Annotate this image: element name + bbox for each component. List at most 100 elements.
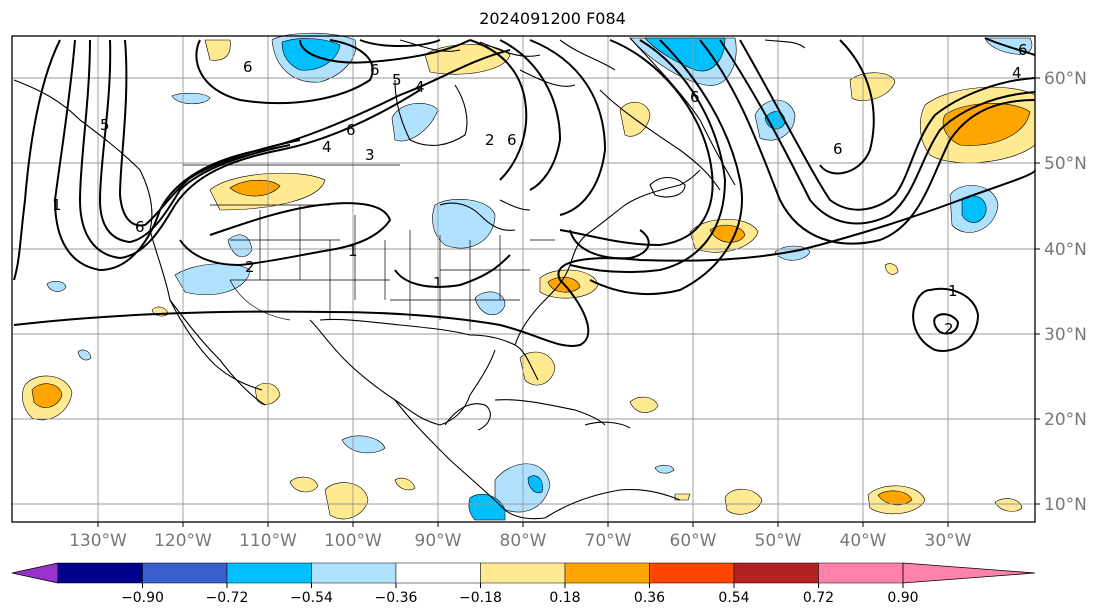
contour-atlantic-far (819, 39, 875, 175)
lon-label: 40°W (840, 531, 887, 551)
orange-blob-north-atlantic (942, 103, 1031, 146)
colorbar-extend-low (11, 562, 59, 584)
colorbar-segment (733, 562, 819, 584)
map-frame (11, 35, 1036, 523)
shaded-fields (22, 32, 1036, 521)
hispaniola (584, 421, 631, 429)
contour-label: 4 (1012, 64, 1022, 82)
colorbar-tick-label: −0.54 (290, 590, 333, 606)
lat-label: 20°N (1044, 410, 1087, 430)
contour-atlantic-1 (589, 39, 743, 296)
yellow-blob-tropical-atlantic (724, 488, 763, 515)
yellow-blob-mexico-pacific-3 (394, 477, 416, 491)
colorbar-tick-label: 0.54 (718, 590, 749, 606)
contour-label: 4 (415, 78, 425, 96)
lon-label: 90°W (415, 531, 462, 551)
lon-label: 120°W (154, 531, 212, 551)
blue-blob-mid-atlantic-ocean-core (961, 195, 987, 223)
orange-blob-plains (229, 179, 281, 197)
contour-label: 2 (485, 131, 495, 149)
central-america (394, 399, 546, 520)
south-america-north (544, 488, 681, 519)
colorbar-segment (226, 562, 312, 584)
lon-label: 50°W (755, 531, 802, 551)
colorbar-tick-label: 0.90 (887, 590, 918, 606)
lon-label: 110°W (239, 531, 297, 551)
yucatan (444, 403, 491, 431)
iceland (764, 39, 806, 49)
blue-blob-small-4 (77, 349, 92, 361)
lon-label: 130°W (69, 531, 127, 551)
contour-label: 6 (1018, 41, 1028, 59)
blue-blob-small-5 (654, 464, 675, 474)
yellow-blob-labrador-sea (849, 72, 896, 101)
contour-label: 1 (433, 274, 443, 292)
contour-label: 6 (243, 58, 253, 76)
contour-west-trough-4 (98, 39, 291, 244)
contour-ridge-2 (569, 39, 727, 274)
blue-blob-small-3 (46, 281, 67, 292)
colorbar-segment (649, 562, 735, 584)
colorbar-segment (57, 562, 143, 584)
hudson-bay (394, 79, 468, 146)
yellow-blob-baja (254, 382, 281, 405)
tick-marks (97, 77, 1040, 527)
blue-blob-great-lakes (432, 199, 496, 249)
labrador-coast (599, 89, 721, 191)
contour-label: 1 (348, 242, 358, 260)
contour-atlantic-trough-2 (719, 39, 1036, 225)
contour-west-trough-5 (118, 39, 301, 227)
contour-ridge-1 (559, 39, 714, 247)
lon-label: 100°W (324, 531, 382, 551)
orange-blob-east-atlantic (877, 490, 913, 506)
lat-label: 10°N (1044, 495, 1087, 515)
blue-blob-rockies (227, 234, 253, 258)
contour-label: 6 (346, 121, 356, 139)
map-title: 2024091200 F084 (479, 9, 626, 28)
contour-labels: 1 1 1 1 2 2 2 3 4 4 4 5 6 6 6 6 6 6 6 5 … (52, 41, 1028, 338)
contour-ridge-loop (569, 229, 650, 260)
orange-blob-pacific-west (31, 383, 63, 408)
contour-east-1 (469, 39, 528, 181)
newfoundland (649, 176, 686, 198)
colorbar-tick-label: −0.36 (375, 590, 418, 606)
state-borders (183, 164, 555, 330)
colorbar-ticks (142, 583, 904, 588)
contour-label: 6 (507, 131, 517, 149)
east-coast (514, 169, 701, 346)
contour-low-center (195, 39, 374, 105)
lon-label: 70°W (585, 531, 632, 551)
lat-label: 60°N (1044, 69, 1087, 89)
contour-northeast-loop (984, 37, 1036, 56)
lon-label: 60°W (670, 531, 717, 551)
colorbar-tick-labels: −0.90 −0.72 −0.54 −0.36 −0.18 0.18 0.36 … (121, 590, 919, 606)
graticule (12, 36, 1035, 522)
colorbar-tick-label: 0.36 (634, 590, 665, 606)
west-coast (13, 79, 266, 406)
contour-label: 6 (833, 140, 843, 158)
latitude-labels: 60°N 50°N 40°N 30°N 20°N 10°N (1044, 69, 1087, 515)
cuba (494, 399, 606, 426)
contour-label: 3 (365, 146, 375, 164)
blue-blob-pacific-mexico (341, 435, 386, 454)
arctic-islands (399, 39, 616, 87)
colorbar-tick-label: 0.72 (803, 590, 834, 606)
contour-long-south (13, 169, 1036, 347)
colorbar-tick-label: −0.18 (459, 590, 502, 606)
blue-blob-caribbean-west-core (527, 475, 543, 493)
lon-label: 80°W (500, 531, 547, 551)
contour-hudson-1 (359, 39, 441, 47)
contour-mid-atlantic-high-inner (933, 313, 960, 335)
longitude-labels: 130°W 120°W 110°W 100°W 90°W 80°W 70°W 6… (69, 531, 972, 551)
yellow-blob-mexico-pacific-2 (324, 482, 369, 520)
contour-label: 5 (392, 71, 402, 89)
colorbar-segment (480, 562, 566, 584)
contour-midwest (179, 202, 392, 267)
blue-blob-small-1 (171, 92, 211, 105)
yellow-blob-mid-atlantic-south (629, 396, 659, 413)
colorbar-tick-label: 0.18 (549, 590, 580, 606)
lat-label: 50°N (1044, 154, 1087, 174)
contour-label: 6 (370, 61, 380, 79)
contour-east-2 (499, 39, 562, 191)
